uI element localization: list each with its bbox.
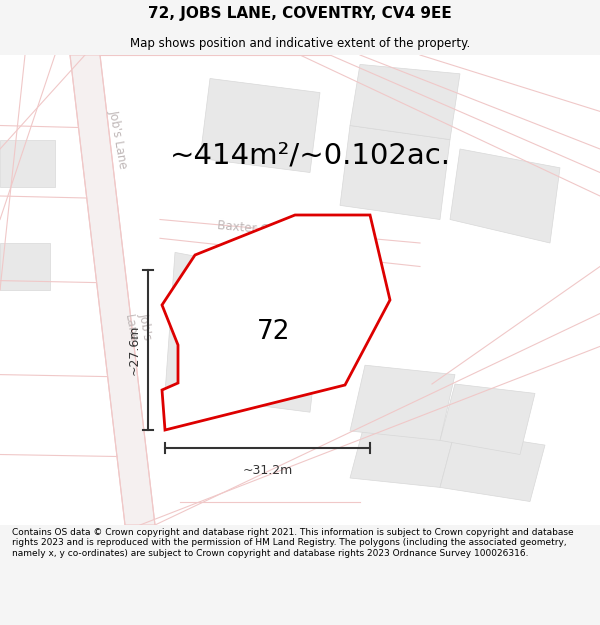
- Polygon shape: [165, 253, 325, 412]
- Text: Baxter Close: Baxter Close: [217, 219, 293, 239]
- Text: 72, JOBS LANE, COVENTRY, CV4 9EE: 72, JOBS LANE, COVENTRY, CV4 9EE: [148, 6, 452, 21]
- Polygon shape: [0, 139, 55, 187]
- Polygon shape: [350, 422, 455, 488]
- Polygon shape: [440, 384, 535, 454]
- Polygon shape: [340, 126, 450, 219]
- Polygon shape: [450, 149, 560, 243]
- Polygon shape: [350, 64, 460, 139]
- Polygon shape: [350, 365, 455, 441]
- Polygon shape: [200, 79, 320, 172]
- Text: 72: 72: [257, 319, 291, 345]
- Polygon shape: [0, 243, 50, 290]
- Polygon shape: [162, 215, 390, 430]
- Text: ~27.6m: ~27.6m: [128, 325, 140, 375]
- Text: ~31.2m: ~31.2m: [242, 464, 293, 477]
- Text: ~414m²/~0.102ac.: ~414m²/~0.102ac.: [170, 141, 451, 169]
- Text: Job's Lane: Job's Lane: [106, 109, 130, 170]
- Polygon shape: [440, 431, 545, 501]
- Text: Job's
Lane: Job's Lane: [122, 311, 154, 344]
- Text: Map shows position and indicative extent of the property.: Map shows position and indicative extent…: [130, 38, 470, 51]
- Polygon shape: [70, 55, 155, 525]
- Text: Contains OS data © Crown copyright and database right 2021. This information is : Contains OS data © Crown copyright and d…: [12, 528, 574, 558]
